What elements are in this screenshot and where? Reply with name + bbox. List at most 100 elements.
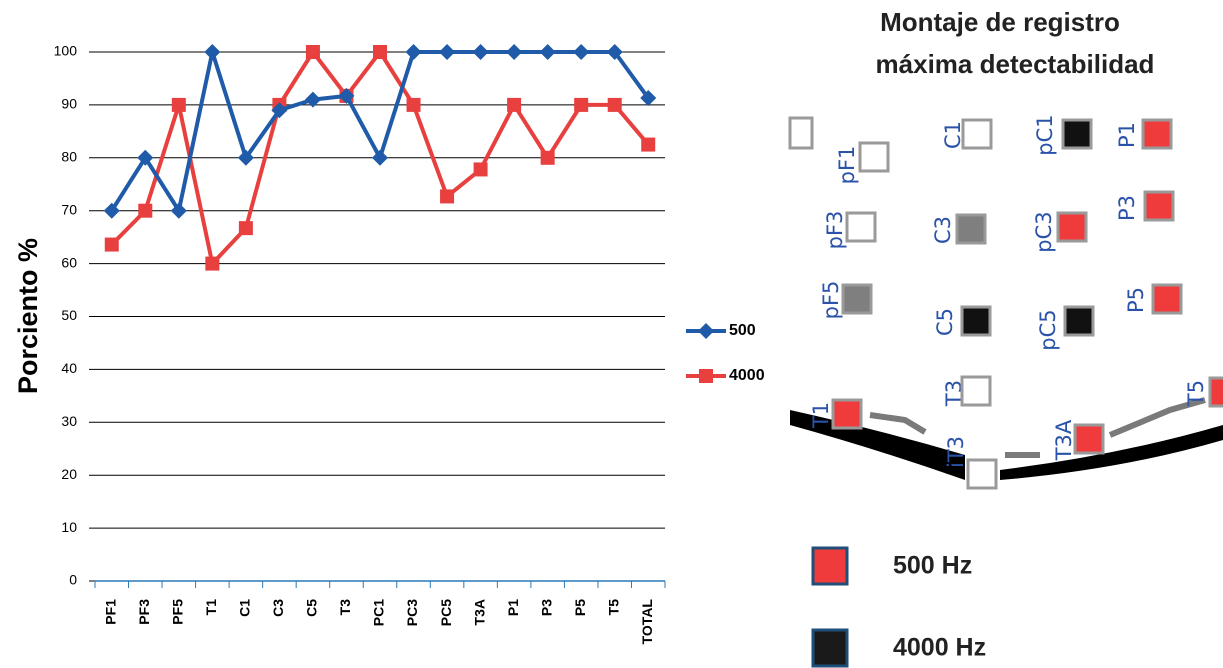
point (439, 44, 456, 60)
point (171, 97, 186, 112)
point (698, 323, 714, 339)
diagram-title: máxima detectabilidad (876, 49, 1155, 79)
point (607, 97, 622, 112)
x-tick-label: PC3 (404, 599, 420, 626)
point (137, 149, 154, 166)
legend-swatch (811, 628, 849, 668)
electrode-label: pC3 (1032, 211, 1056, 252)
electrode-label: T5 (1184, 380, 1208, 407)
electrode-label: P3 (1115, 195, 1139, 221)
point (405, 44, 422, 60)
point (574, 97, 589, 112)
y-tick-label: 0 (69, 572, 77, 588)
point (237, 149, 254, 166)
y-tick-label: 10 (61, 519, 77, 535)
electrode (1151, 283, 1183, 315)
point (507, 97, 522, 112)
electrode (841, 283, 873, 315)
electrode-label: C1 (941, 121, 965, 149)
electrode-label: C5 (933, 308, 957, 336)
electrode-label: pF1 (835, 146, 859, 185)
x-tick-label: P5 (572, 599, 588, 616)
electrode-label: pC5 (1036, 309, 1060, 350)
partial-electrode (788, 116, 814, 150)
point (304, 91, 321, 108)
point (373, 45, 387, 59)
x-tick-label: TOTAL (639, 599, 655, 645)
electrode-label: pC1 (1033, 114, 1057, 155)
point (204, 44, 221, 60)
legend-label: 500 Hz (893, 552, 972, 580)
point (138, 203, 153, 218)
electrode-label: P5 (1124, 287, 1148, 313)
diagram-title: Montaje de registro (880, 7, 1120, 37)
connector (1108, 397, 1206, 438)
point (205, 256, 220, 271)
electrode (1143, 190, 1175, 222)
point (372, 149, 388, 166)
x-tick-label: C1 (237, 599, 253, 617)
x-tick-label: PC5 (438, 599, 454, 626)
electrode-label: T1 (809, 402, 833, 429)
point (506, 44, 523, 60)
electrode (961, 118, 993, 150)
point (540, 150, 555, 165)
x-tick-label: C3 (270, 599, 286, 617)
y-axis-title: Porciento % (13, 238, 43, 394)
electrode-label: P1 (1115, 122, 1139, 148)
electrode-label: iT3 (944, 436, 968, 468)
series-line (110, 50, 650, 213)
point (104, 237, 119, 252)
y-tick-label: 40 (61, 360, 77, 376)
point (539, 44, 556, 60)
y-tick-label: 90 (61, 96, 77, 112)
electrode (858, 141, 890, 173)
point (305, 45, 320, 59)
point (238, 221, 253, 236)
point (606, 44, 623, 60)
point (338, 87, 355, 104)
electrode (831, 398, 863, 430)
point (170, 202, 187, 219)
point (573, 44, 590, 60)
point (473, 162, 488, 177)
electrode (960, 305, 992, 337)
x-tick-label: PF3 (136, 599, 152, 625)
legend-swatch (811, 546, 849, 586)
point (640, 90, 657, 107)
point (406, 97, 421, 112)
y-tick-label: 30 (61, 413, 77, 429)
x-tick-label: T5 (605, 599, 621, 616)
x-tick-label: C5 (304, 599, 320, 617)
point (641, 137, 656, 152)
connector (869, 412, 927, 435)
electrode-label: pF5 (819, 281, 843, 320)
point (472, 44, 489, 60)
x-tick-label: T1 (203, 599, 219, 616)
y-tick-label: 100 (54, 43, 78, 59)
electrode (1056, 211, 1088, 243)
y-tick-label: 70 (61, 201, 77, 217)
legend-label: 4000 Hz (893, 634, 986, 662)
y-tick-label: 60 (61, 254, 77, 270)
point (271, 102, 288, 119)
electrode (845, 211, 877, 243)
x-tick-label: PF1 (102, 599, 118, 625)
x-tick-label: P1 (505, 599, 521, 616)
legend-label: 4000 (729, 367, 765, 384)
electrode-label: pF3 (823, 211, 847, 250)
point (103, 202, 120, 219)
x-tick-label: P3 (538, 599, 554, 616)
electrode-label: C3 (931, 216, 955, 244)
point (440, 189, 455, 204)
electrode (960, 375, 992, 407)
electrode (1073, 423, 1105, 455)
electrode-label: T3A (1052, 419, 1076, 461)
electrode (955, 213, 987, 245)
electrode (1141, 118, 1173, 150)
head-outline (1000, 425, 1223, 480)
electrode (966, 458, 998, 490)
point (699, 369, 713, 383)
